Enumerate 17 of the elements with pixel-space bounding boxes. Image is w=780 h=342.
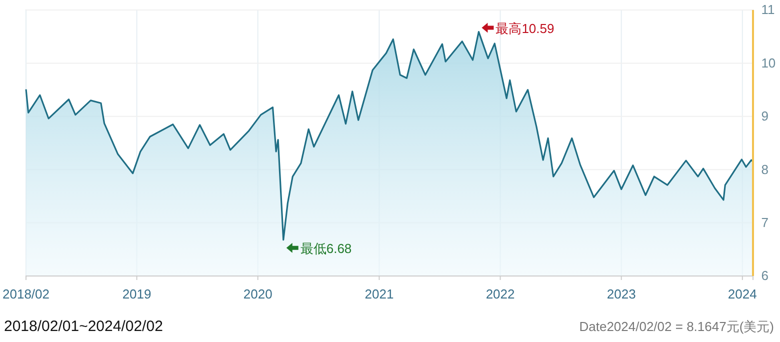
y-tick-label: 8 — [761, 162, 768, 177]
text: 2018/02/01~2024/02/02 — [4, 318, 163, 335]
x-tick-label: 2020 — [243, 286, 272, 302]
y-tick-label: 6 — [761, 268, 768, 284]
x-tick-label: 2019 — [122, 286, 152, 302]
x-tick-label: 2023 — [606, 286, 636, 302]
y-tick-label: 7 — [761, 214, 768, 230]
x-tick-label: 2024 — [728, 286, 757, 302]
y-tick-label: 10 — [761, 55, 776, 70]
x-tick-label: 2021 — [364, 286, 394, 302]
y-tick-label: 11 — [761, 2, 775, 18]
y-tick-label: 9 — [761, 108, 768, 124]
annotation: 最低6.68 — [300, 240, 352, 256]
x-tick-label: 2022 — [486, 286, 515, 302]
text: Date2024/02/02 = 8.1647元(美元) — [579, 319, 774, 334]
x-tick-label: 2018/02 — [2, 286, 50, 302]
annotation: 最高10.59 — [496, 20, 554, 36]
